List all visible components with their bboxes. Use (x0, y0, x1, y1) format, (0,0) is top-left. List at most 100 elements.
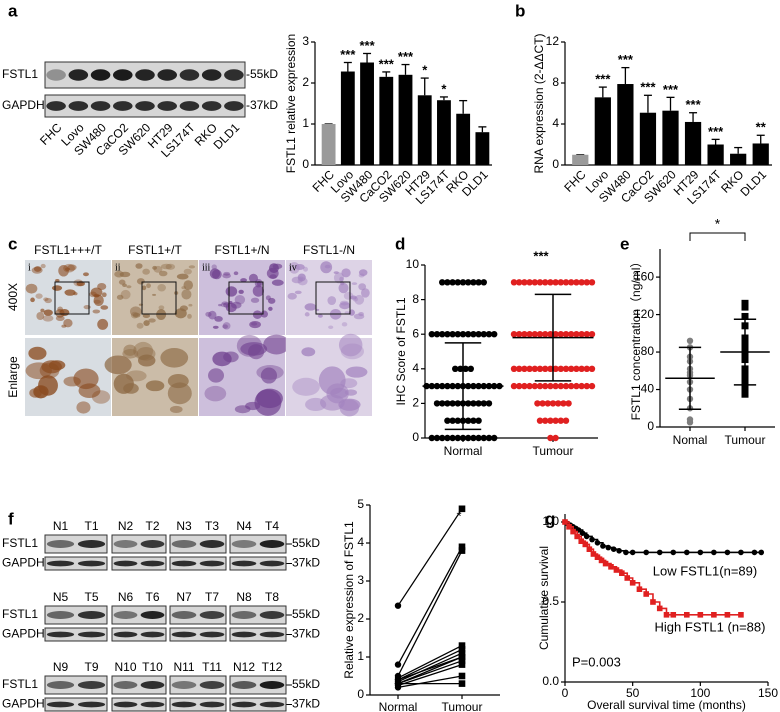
dot (573, 331, 580, 338)
dot (542, 382, 549, 390)
y-tick-label: 2 (302, 75, 309, 89)
band-size: 55kD (292, 536, 320, 550)
blot-membrane (44, 605, 108, 625)
dot (531, 365, 538, 372)
tissue (328, 325, 334, 329)
y-tick-label: 10 (406, 257, 420, 271)
tissue (358, 312, 364, 317)
lane-label: T3 (205, 519, 219, 533)
x-tick-label: Tumour (725, 433, 766, 447)
tissue (28, 346, 47, 360)
micrograph (112, 260, 198, 335)
significance: * (441, 81, 447, 96)
dot (536, 382, 544, 390)
dot (433, 331, 441, 338)
y-tick-label: 0 (552, 157, 559, 171)
tissue (160, 263, 172, 270)
blot-membrane (169, 605, 227, 625)
blot-membrane (111, 675, 167, 695)
dot (470, 400, 477, 407)
dot (583, 331, 590, 338)
blot-membrane (111, 697, 167, 712)
bar (360, 62, 374, 165)
lane-label: T4 (265, 519, 279, 533)
tissue (133, 341, 154, 360)
tissue (234, 405, 251, 414)
dot (439, 434, 446, 442)
significance: *** (618, 52, 634, 67)
tissue (318, 366, 346, 395)
tissue (158, 305, 165, 310)
dot (573, 382, 580, 390)
y-tick-label: 0 (647, 419, 654, 433)
tissue (294, 290, 302, 295)
y-tick-label: 2 (357, 611, 364, 625)
y-axis-label: FSTL1 concentration（ng/ml） (629, 256, 643, 421)
dot (480, 279, 487, 286)
dot (444, 417, 451, 424)
blot-band (113, 540, 138, 548)
tissue (222, 324, 228, 329)
blot-band (113, 611, 138, 619)
y-tick-label: 0 (357, 687, 364, 701)
blot-membrane (111, 605, 167, 625)
dot (521, 279, 528, 286)
bar (456, 113, 471, 165)
x-tick-label: 0 (562, 686, 569, 700)
dot (557, 279, 564, 286)
tissue (160, 347, 189, 368)
tissue (165, 263, 176, 270)
tissue (176, 273, 189, 280)
bar (572, 154, 589, 165)
band-label: FSTL1 (2, 67, 38, 81)
tissue (212, 325, 219, 329)
significance: * (456, 508, 461, 523)
tissue (145, 380, 165, 392)
tissue (183, 268, 192, 275)
tissue (55, 278, 60, 283)
tissue (358, 269, 368, 276)
lane-label: T5 (84, 590, 98, 604)
dot (568, 365, 575, 372)
tissue (51, 285, 63, 291)
tissue (114, 270, 124, 278)
censor-mark (738, 612, 744, 618)
dot (444, 434, 451, 442)
dot (454, 331, 461, 338)
blot-band (113, 701, 138, 708)
tissue (158, 270, 168, 277)
dot (536, 417, 544, 424)
blot-band (113, 69, 133, 81)
tumour-point (458, 547, 466, 554)
lane-label: N5 (53, 590, 69, 604)
y-tick-label: 1 (302, 116, 309, 130)
bar (475, 132, 490, 165)
dot (510, 279, 518, 286)
dot (485, 434, 493, 442)
dot (516, 382, 523, 390)
dot (449, 417, 456, 424)
tissue (263, 334, 290, 355)
blot-band (46, 69, 66, 81)
tissue (136, 278, 145, 285)
tissue (218, 303, 223, 307)
blot-band (171, 631, 197, 638)
tissue (188, 303, 193, 307)
significance: *** (359, 38, 375, 53)
zoom-box (141, 281, 177, 315)
zoom-box (315, 281, 351, 315)
blot-band (231, 681, 257, 689)
y-tick-label: 3 (357, 573, 364, 587)
blot-band (46, 701, 75, 708)
tissue (327, 296, 337, 306)
x-tick-label: 100 (690, 686, 710, 700)
dot (547, 382, 554, 390)
pair-line (397, 645, 463, 679)
dot (459, 279, 467, 286)
image-numeral: iv (289, 262, 297, 273)
tissue (260, 367, 278, 384)
band-size: 37kD (292, 556, 320, 570)
blot-membrane (169, 534, 227, 554)
panel-label: d (395, 234, 405, 253)
dot (470, 331, 477, 338)
